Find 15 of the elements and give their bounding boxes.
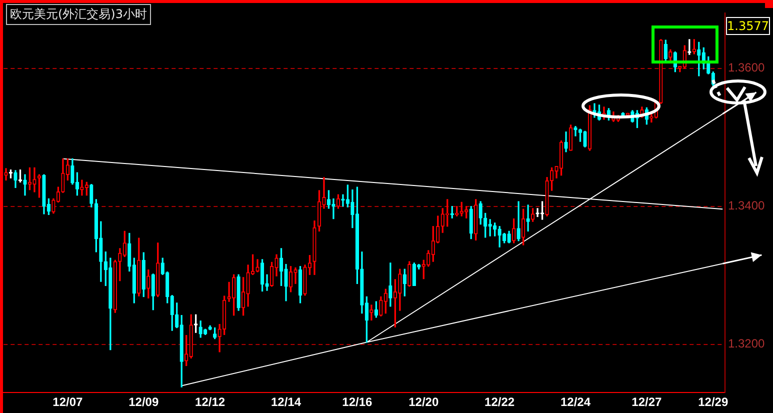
y-tick-label: 1.3400 xyxy=(728,198,766,213)
x-tick-label: 12/20 xyxy=(408,395,439,410)
x-tick-label: 12/24 xyxy=(560,395,591,410)
y-tick-label: 1.3200 xyxy=(728,336,766,351)
x-tick-label: 12/07 xyxy=(52,395,84,410)
x-tick-label: 12/29 xyxy=(698,395,728,410)
x-tick-label: 12/22 xyxy=(484,395,515,410)
chart-title: 欧元美元(外汇交易)3小时 xyxy=(6,4,151,25)
x-tick-label: 12/16 xyxy=(342,395,373,410)
x-tick-label: 12/12 xyxy=(195,395,226,410)
x-tick-label: 12/09 xyxy=(128,395,159,410)
y-tick-label: 1.3600 xyxy=(728,60,766,75)
x-tick-label: 12/27 xyxy=(632,395,662,410)
x-tick-label: 12/14 xyxy=(270,395,302,410)
text: 1.3577 xyxy=(726,17,770,35)
